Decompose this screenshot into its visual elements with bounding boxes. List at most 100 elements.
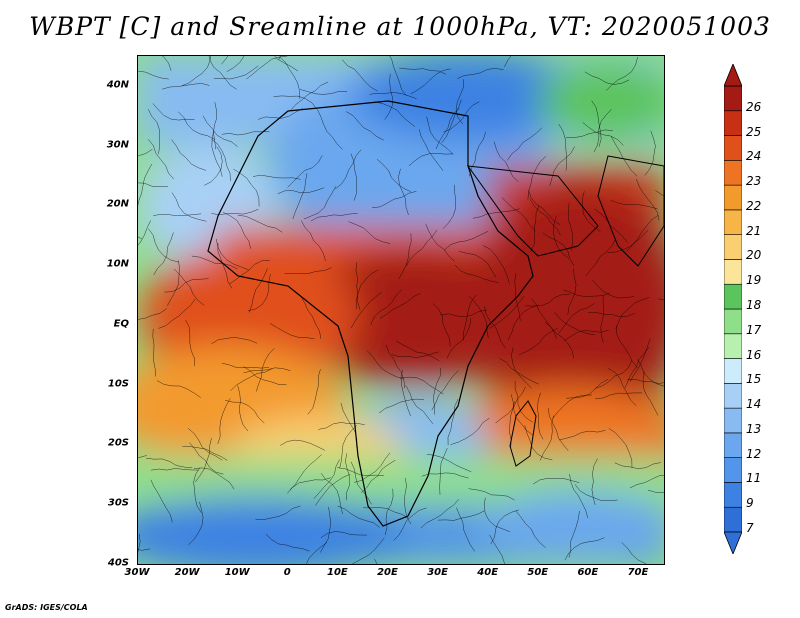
streamline — [629, 475, 664, 489]
streamline — [507, 127, 543, 161]
lon-label: 40E — [477, 567, 499, 578]
streamline — [655, 190, 664, 197]
streamline — [489, 534, 505, 564]
streamline — [565, 129, 613, 138]
lat-label: 40N — [106, 79, 129, 91]
streamline — [247, 274, 271, 312]
streamline — [626, 215, 659, 252]
streamline — [463, 294, 477, 341]
streamline — [158, 298, 196, 329]
streamline — [421, 472, 469, 479]
streamline — [468, 131, 486, 177]
colorbar-label: 25 — [746, 124, 762, 139]
streamline — [563, 289, 610, 297]
streamline — [290, 81, 329, 111]
streamline — [307, 369, 321, 415]
streamline — [138, 163, 153, 207]
streamline — [588, 312, 636, 317]
streamline — [501, 197, 536, 232]
colorbar-segment — [724, 283, 742, 310]
streamline — [366, 350, 405, 380]
streamline — [389, 56, 407, 96]
streamline — [363, 507, 409, 519]
streamline — [595, 392, 643, 399]
streamline — [567, 268, 577, 316]
lat-label: 10S — [107, 378, 129, 390]
india-coastline — [597, 155, 664, 267]
colorbar-segment — [724, 184, 742, 211]
lat-label: 30S — [107, 497, 129, 509]
streamline — [608, 427, 633, 468]
colorbar-label: 21 — [746, 223, 762, 238]
streamline — [385, 344, 406, 389]
streamline — [629, 338, 651, 382]
streamline — [420, 499, 459, 529]
streamline — [483, 497, 510, 533]
streamline — [152, 328, 157, 377]
streamline — [582, 122, 624, 146]
colorbar-segment — [724, 209, 742, 235]
streamline — [248, 268, 268, 313]
lat-label: 20S — [107, 437, 129, 449]
streamline — [608, 368, 637, 406]
streamline — [156, 380, 201, 398]
lat-label: 20N — [106, 198, 129, 210]
streamline — [524, 425, 553, 461]
streamline — [514, 380, 533, 423]
streamline — [440, 309, 487, 318]
streamline — [226, 56, 245, 72]
streamline — [425, 223, 455, 262]
streamline — [369, 92, 417, 99]
streamline — [610, 200, 658, 210]
streamline — [395, 340, 440, 362]
colorbar-label: 16 — [746, 347, 762, 362]
streamline — [490, 509, 519, 545]
streamline — [527, 156, 546, 200]
streamline — [320, 473, 343, 515]
streamline — [584, 71, 630, 85]
streamlines — [138, 56, 664, 564]
streamline — [447, 398, 459, 446]
streamline — [568, 202, 573, 251]
streamline — [150, 468, 199, 471]
streamline — [340, 402, 358, 448]
streamline — [566, 378, 609, 399]
streamline — [345, 453, 350, 501]
streamline — [568, 510, 580, 558]
streamline — [610, 136, 638, 177]
streamline — [189, 442, 224, 475]
lon-label: 50E — [527, 567, 549, 578]
lon-label: 20W — [174, 567, 200, 578]
lon-label: 30E — [427, 567, 448, 578]
streamline — [289, 454, 322, 491]
streamline — [408, 153, 454, 167]
colorbar-segment — [724, 160, 742, 186]
streamline — [558, 124, 567, 171]
streamline — [257, 108, 304, 120]
streamline — [484, 305, 507, 349]
colorbar-segment — [724, 383, 742, 409]
streamline — [337, 505, 380, 528]
colorbar-segment — [724, 407, 742, 434]
streamline — [280, 439, 326, 451]
streamline — [269, 323, 315, 339]
streamline — [221, 131, 270, 136]
streamline — [274, 56, 299, 72]
colorbar-segment — [724, 333, 742, 359]
streamline — [504, 56, 512, 68]
streamline — [391, 351, 439, 358]
streamline — [225, 400, 265, 424]
streamline — [621, 542, 647, 564]
streamline — [208, 56, 237, 90]
colorbar-label: 26 — [746, 99, 762, 114]
streamline — [446, 318, 472, 359]
streamline — [431, 370, 459, 411]
streamline — [317, 109, 343, 150]
colorbar-label: 11 — [746, 471, 762, 486]
lat-label: EQ — [113, 318, 129, 330]
streamline — [185, 319, 195, 367]
streamline — [458, 250, 497, 278]
streamline — [287, 155, 323, 188]
streamline — [507, 304, 538, 341]
credit-text: GrADS: IGES/COLA — [5, 603, 88, 612]
